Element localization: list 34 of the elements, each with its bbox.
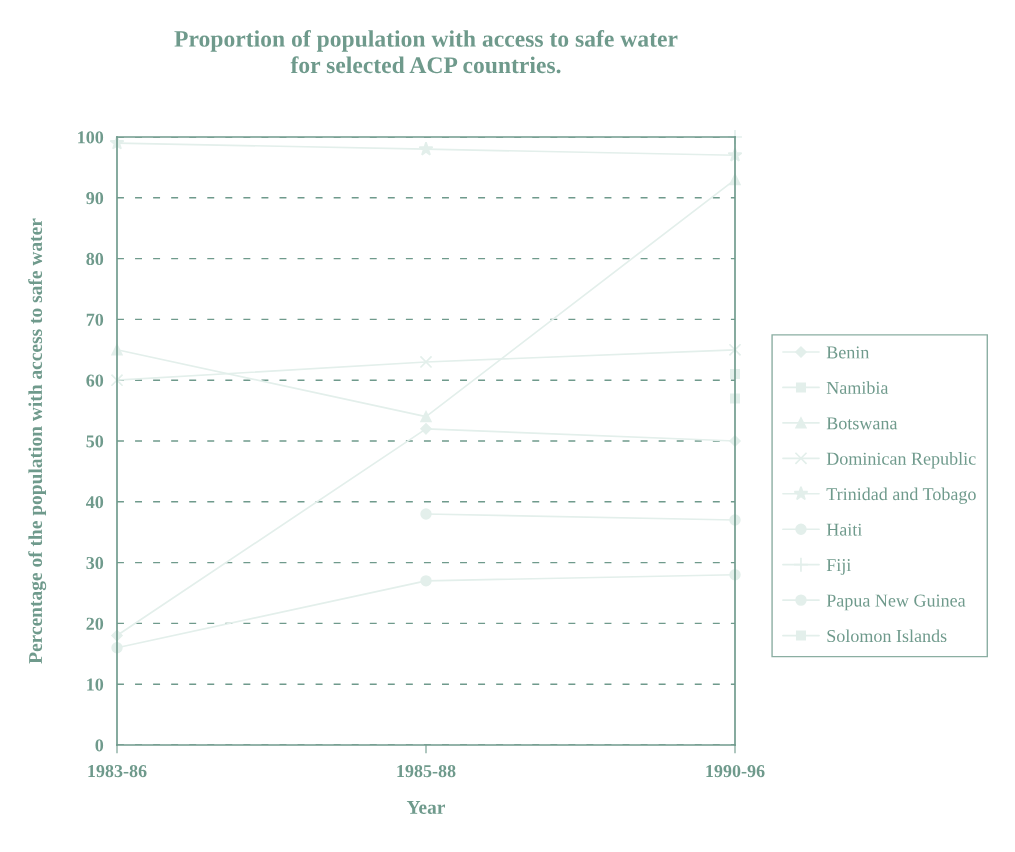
- chart-title: Proportion of population with access to safe water for selected ACP countries.: [174, 30, 678, 74]
- legend-label: Solomon Islands: [827, 629, 947, 643]
- legend-label: Trinidad and Tobago: [826, 487, 976, 504]
- point: [420, 575, 432, 587]
- point: [419, 355, 433, 369]
- y-tick-label: 50: [86, 435, 104, 448]
- y-tick-label: 20: [86, 617, 104, 630]
- point: [420, 410, 432, 423]
- y-tick-label: 70: [86, 313, 104, 326]
- point: [418, 141, 434, 156]
- x-tick-label: 1985-88: [397, 764, 456, 778]
- y-tick-label: 10: [87, 678, 104, 691]
- y-tick-label: 100: [78, 131, 104, 144]
- y-tick-label: 90: [86, 192, 104, 205]
- point: [110, 373, 124, 387]
- y-tick-label: 40: [86, 496, 104, 509]
- legend-label: Papua New Guinea: [826, 594, 966, 611]
- y-tick-label: 80: [86, 252, 104, 266]
- point: [420, 423, 432, 435]
- x-axis-title: Year: [406, 801, 446, 814]
- y-tick-label: 30: [86, 556, 104, 570]
- x-tick-label: 1983-86: [88, 764, 147, 778]
- legend-label: Dominican Republic: [826, 452, 976, 469]
- legend-label: Namibia: [826, 381, 889, 394]
- legend-label: Benin: [826, 346, 870, 359]
- legend-label: Botswana: [826, 417, 898, 430]
- x-tick-label: 1990-96: [706, 764, 765, 778]
- y-tick-label: 0: [95, 739, 104, 752]
- point: [728, 343, 742, 357]
- legend-label: Fiji: [826, 559, 851, 575]
- y-tick-label: 60: [86, 374, 104, 387]
- y-axis-title: Percentage of the population with access to safe water: [28, 218, 47, 664]
- point: [420, 508, 432, 520]
- legend-label: Haiti: [826, 523, 862, 536]
